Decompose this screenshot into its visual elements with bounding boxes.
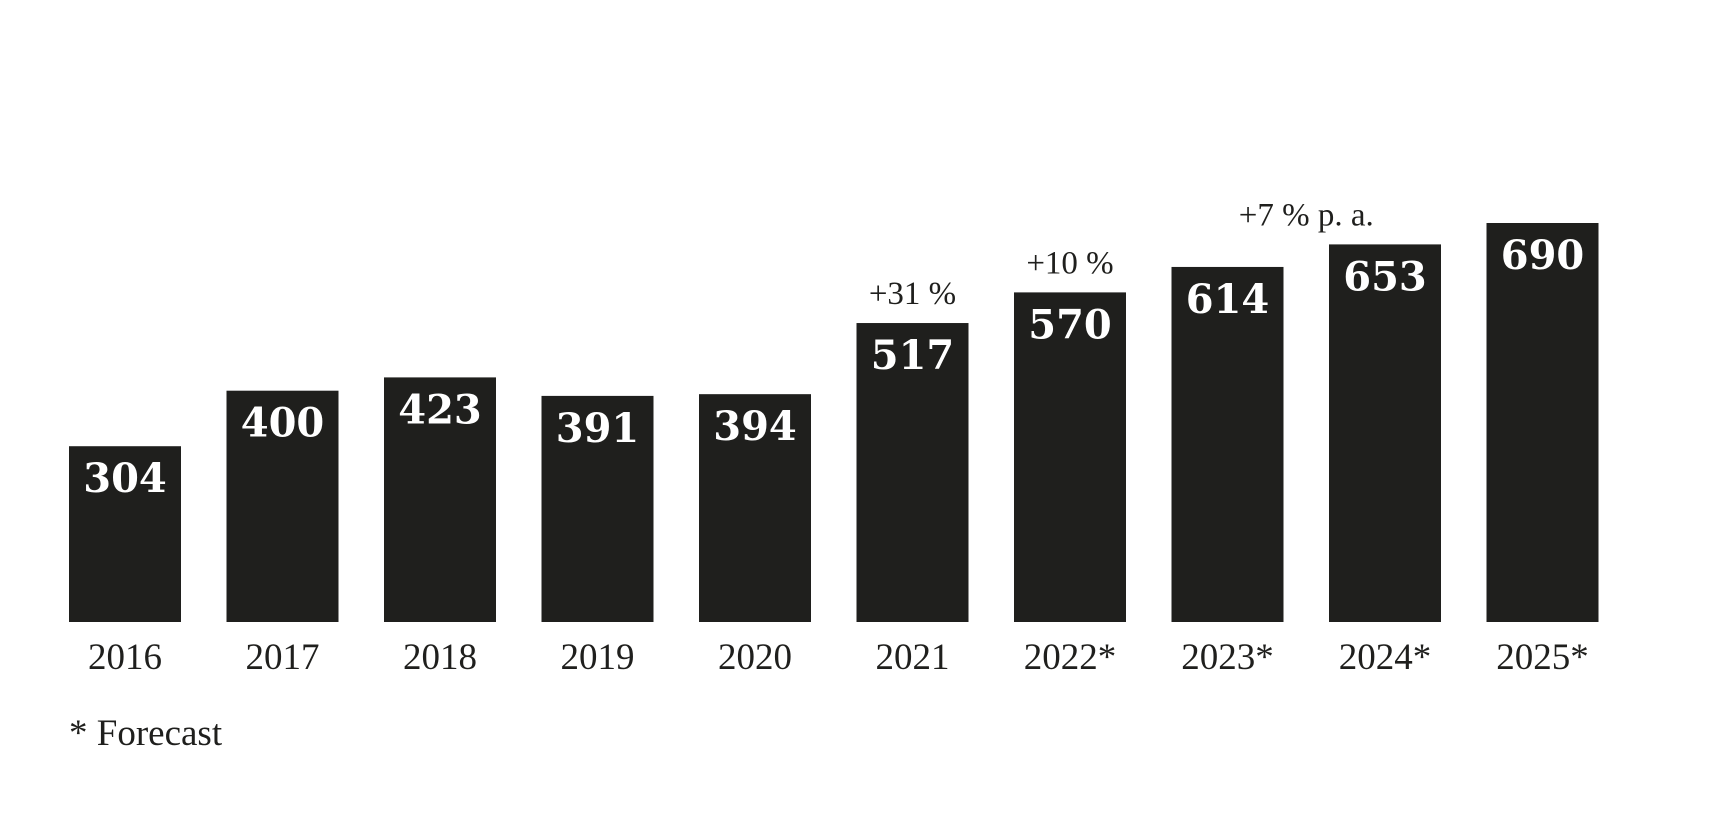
bar-2016 xyxy=(69,446,181,622)
value-label: 400 xyxy=(241,400,325,447)
x-tick-label: 2019 xyxy=(561,637,635,678)
bar-2019 xyxy=(541,395,654,622)
x-tick-label: 2022* xyxy=(1024,637,1117,678)
x-tick-label: 2018 xyxy=(403,637,477,678)
value-label: 391 xyxy=(556,405,640,452)
bar-2025 xyxy=(1486,223,1599,622)
value-label: 517 xyxy=(871,332,955,379)
forecast-footnote: * Forecast xyxy=(69,713,223,754)
x-tick-label: 2021 xyxy=(876,637,950,678)
growth-annotation: +7 % p. a. xyxy=(1239,197,1374,233)
value-label: 690 xyxy=(1501,232,1585,279)
x-tick-label: 2025* xyxy=(1496,637,1589,678)
value-label: 304 xyxy=(83,455,167,502)
bar-2024 xyxy=(1329,244,1441,623)
bar-2018 xyxy=(384,377,496,622)
value-label: 653 xyxy=(1343,253,1427,300)
bar-2020 xyxy=(699,394,811,622)
bar-2023 xyxy=(1171,266,1284,622)
bar-2022 xyxy=(1014,292,1126,622)
value-label: 423 xyxy=(398,386,482,433)
x-tick-label: 2016 xyxy=(88,637,162,678)
x-tick-label: 2023* xyxy=(1181,637,1274,678)
x-tick-label: 2024* xyxy=(1339,637,1432,678)
growth-annotation: +10 % xyxy=(1026,245,1113,281)
growth-annotation: +31 % xyxy=(869,276,956,312)
bar-2021 xyxy=(856,323,969,622)
x-tick-label: 2020 xyxy=(718,637,792,678)
x-tick-label: 2017 xyxy=(246,637,320,678)
value-label: 570 xyxy=(1028,301,1112,348)
bar-2017 xyxy=(226,390,339,622)
value-label: 394 xyxy=(713,403,797,450)
value-label: 614 xyxy=(1186,276,1270,323)
